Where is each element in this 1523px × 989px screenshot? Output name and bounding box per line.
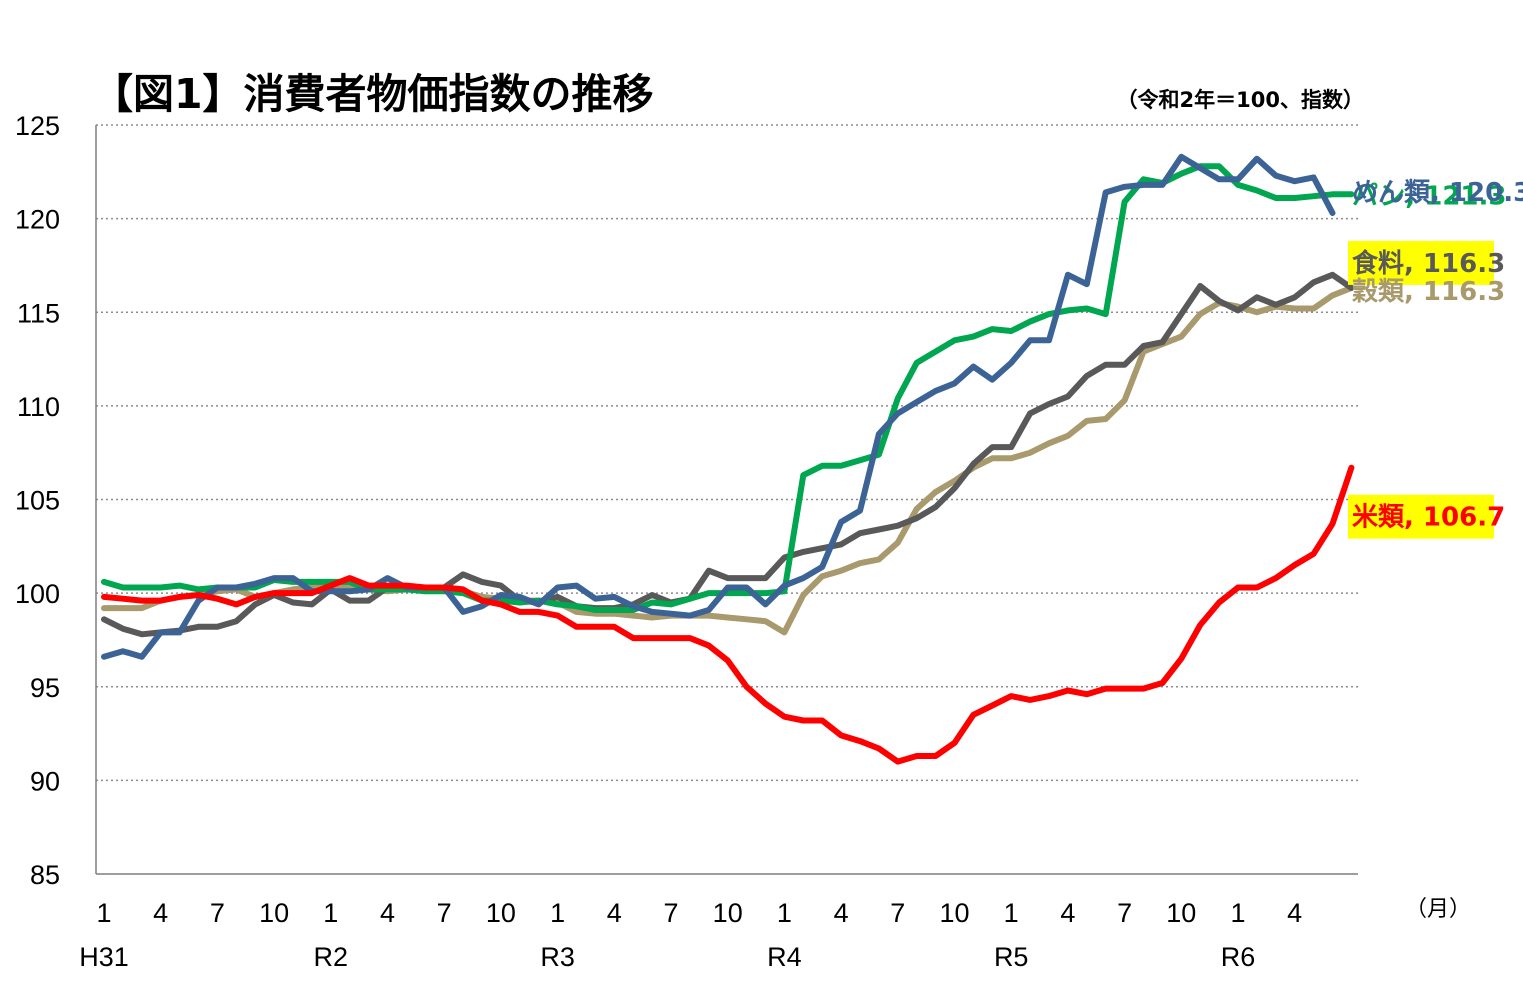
x-tick-month-label: 1 — [323, 898, 338, 928]
x-unit-label: （月） — [1405, 897, 1471, 922]
x-tick-month-label: 1 — [777, 898, 792, 928]
end-label-e9a39fe69699: 食料, 116.3 — [1348, 240, 1505, 285]
x-tick-month-label: 7 — [437, 898, 452, 928]
y-tick-label: 100 — [15, 579, 60, 609]
x-tick-month-label: 10 — [1166, 898, 1196, 928]
y-tick-label: 90 — [30, 766, 60, 796]
x-tick-year-label: R3 — [540, 942, 575, 972]
x-tick-month-label: 1 — [550, 898, 565, 928]
x-tick-month-label: 10 — [259, 898, 289, 928]
x-axis-ticks: 1 H31 4 7 10 1 R2 4 7 10 1 R3 4 7 10 1 R4 4 7 10 1 R5 4 7 10 1 R6 4 — [79, 898, 1302, 972]
x-tick-month-label: 10 — [713, 898, 743, 928]
x-tick-month-label: 7 — [210, 898, 225, 928]
end-label-highlight — [1348, 240, 1494, 285]
y-tick-label: 105 — [15, 486, 60, 516]
series-line-e7b1b3e9a19e — [101, 464, 1355, 765]
chart-title: 【図1】消費者物価指数の推移 — [92, 70, 654, 118]
x-tick-month-label: 1 — [1230, 898, 1245, 928]
y-tick-label: 125 — [15, 111, 60, 141]
series-line-e38281e38293e9a19e — [101, 153, 1336, 660]
x-tick-month-label: 4 — [380, 898, 395, 928]
x-tick-month-label: 4 — [834, 898, 849, 928]
y-tick-label: 115 — [17, 298, 60, 328]
x-tick-month-label: 10 — [939, 898, 969, 928]
grid-lines — [96, 124, 1358, 782]
x-tick-month-label: 7 — [1117, 898, 1132, 928]
x-tick-month-label: 1 — [1004, 898, 1019, 928]
end-label-text: 米類, 106.7 — [1352, 503, 1505, 533]
x-tick-month-label: 7 — [890, 898, 905, 928]
y-tick-label: 85 — [30, 860, 60, 890]
end-label-e7b1b3e9a19e: 米類, 106.7 — [1348, 494, 1505, 539]
end-label-text: めん類, 120.3 — [1352, 178, 1523, 208]
end-label-e38391e383b3: パン, 121.3 — [1352, 181, 1506, 211]
x-tick-month-label: 4 — [1287, 898, 1302, 928]
x-tick-month-label: 10 — [486, 898, 516, 928]
y-axis-ticks: 85 90 95 100 105 110 115 120 125 — [15, 111, 60, 890]
end-label-text: 穀類, 116.3 — [1352, 277, 1505, 307]
y-tick-label: 110 — [17, 392, 60, 422]
x-tick-year-label: R4 — [767, 942, 802, 972]
x-tick-month-label: 1 — [96, 898, 111, 928]
chart-subtitle: （令和2年＝100、指数） — [1117, 88, 1364, 112]
end-label-e7a980e9a19e: 穀類, 116.3 — [1352, 277, 1505, 307]
series-lines — [101, 153, 1355, 765]
end-label-e38281e38293e9a19e: めん類, 120.3 — [1352, 178, 1523, 208]
x-tick-month-label: 7 — [663, 898, 678, 928]
y-tick-label: 95 — [30, 673, 60, 703]
series-line-e9a39fe69699 — [101, 271, 1355, 638]
end-label-highlight — [1348, 494, 1494, 539]
x-tick-year-label: R6 — [1221, 942, 1256, 972]
x-tick-year-label: R5 — [994, 942, 1029, 972]
x-tick-month-label: 4 — [153, 898, 168, 928]
x-tick-year-label: H31 — [79, 942, 129, 972]
series-line-e38391e383b3 — [101, 163, 1355, 613]
x-tick-month-label: 4 — [1060, 898, 1075, 928]
x-tick-month-label: 4 — [607, 898, 622, 928]
series-line-e7a980e9a19e — [101, 284, 1355, 636]
end-label-text: パン, 121.3 — [1352, 181, 1506, 211]
x-tick-year-label: R2 — [314, 942, 349, 972]
end-label-text: 食料, 116.3 — [1352, 248, 1505, 279]
y-tick-label: 120 — [15, 205, 60, 235]
